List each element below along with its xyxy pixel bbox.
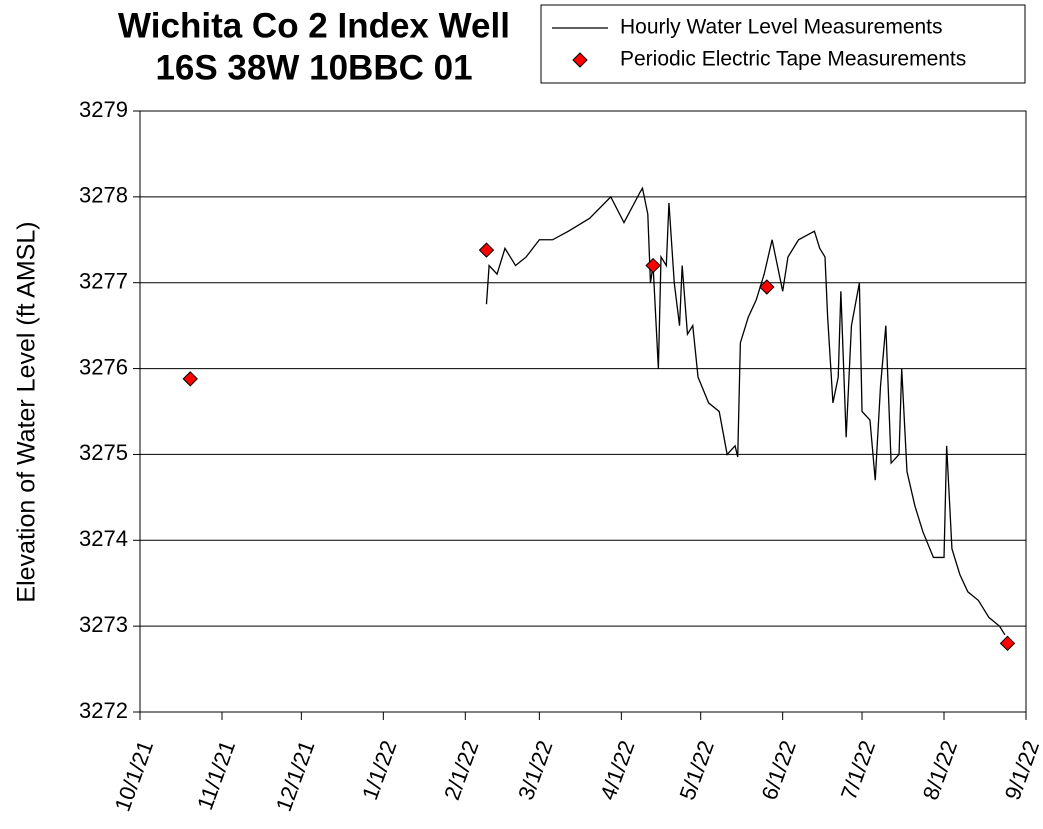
tape-point bbox=[182, 371, 198, 387]
y-tick-label: 3278 bbox=[79, 183, 128, 208]
legend-marker bbox=[572, 52, 588, 68]
x-tick-label: 7/1/22 bbox=[836, 737, 880, 803]
x-tick-label: 1/1/22 bbox=[357, 737, 401, 803]
y-tick-label: 3276 bbox=[79, 354, 128, 379]
y-tick-label: 3275 bbox=[79, 440, 128, 465]
legend-label: Periodic Electric Tape Measurements bbox=[620, 48, 966, 71]
x-tick-label: 8/1/22 bbox=[918, 737, 962, 803]
hourly-line bbox=[485, 186, 1006, 636]
x-tick-label: 12/1/21 bbox=[271, 737, 320, 815]
plot-border bbox=[139, 110, 1027, 713]
y-tick-label: 3279 bbox=[79, 97, 128, 122]
x-tick-label: 4/1/22 bbox=[595, 737, 639, 803]
chart-subtitle: 16S 38W 10BBC 01 bbox=[155, 48, 472, 87]
x-tick-label: 9/1/22 bbox=[1000, 737, 1043, 803]
chart-title: Wichita Co 2 Index Well bbox=[118, 6, 510, 45]
tape-point bbox=[759, 279, 775, 295]
x-tick-label: 11/1/21 bbox=[192, 737, 240, 813]
y-tick-label: 3274 bbox=[79, 526, 128, 551]
y-axis-label: Elevation of Water Level (ft AMSL) bbox=[13, 221, 41, 602]
tape-point bbox=[999, 635, 1016, 652]
x-tick-label: 10/1/21 bbox=[110, 737, 159, 815]
y-tick-label: 3272 bbox=[79, 698, 128, 723]
x-tick-label: 6/1/22 bbox=[756, 737, 800, 803]
x-tick-label: 3/1/22 bbox=[513, 737, 557, 803]
y-tick-label: 3273 bbox=[79, 612, 128, 637]
legend-label: Hourly Water Level Measurements bbox=[620, 16, 943, 39]
x-tick-label: 2/1/22 bbox=[439, 737, 483, 803]
tape-point bbox=[645, 257, 661, 274]
x-tick-label: 5/1/22 bbox=[674, 737, 718, 803]
y-tick-label: 3277 bbox=[79, 269, 128, 294]
tape-point bbox=[478, 242, 495, 258]
legend-box bbox=[540, 4, 1026, 84]
